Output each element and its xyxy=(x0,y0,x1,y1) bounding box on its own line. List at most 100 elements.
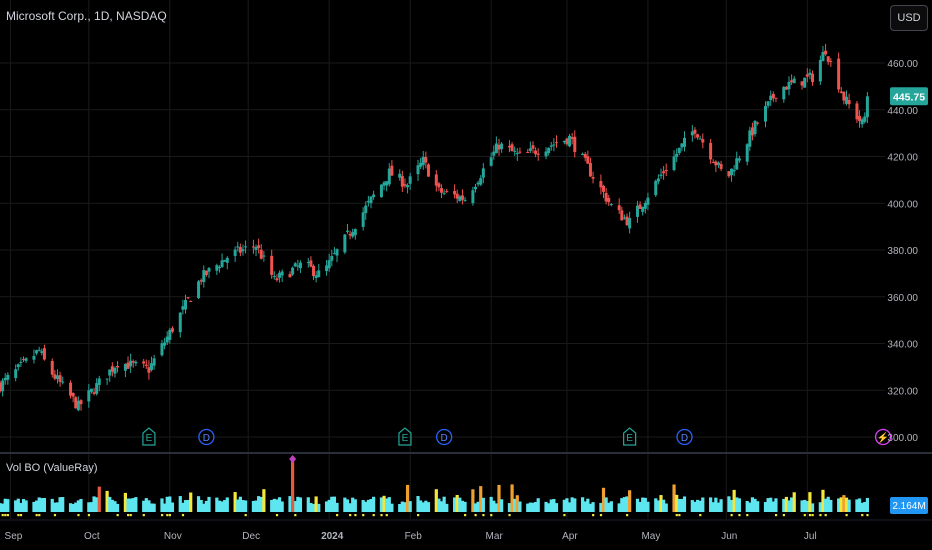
signal-dot xyxy=(362,514,365,517)
candle-body xyxy=(617,205,621,211)
volume-bar xyxy=(763,502,768,512)
candle-body xyxy=(351,232,355,237)
volume-bar xyxy=(113,501,117,512)
volume-bar xyxy=(698,500,702,512)
candle-body xyxy=(113,367,117,374)
volume-bar xyxy=(442,496,446,512)
candle-body xyxy=(792,78,796,84)
candle-body xyxy=(131,361,135,363)
candle-body xyxy=(87,390,91,402)
pane-separator[interactable] xyxy=(0,452,932,521)
dividend-marker-icon[interactable] xyxy=(198,428,215,446)
volume-bar xyxy=(87,502,91,512)
candle-body xyxy=(76,400,80,411)
signal-dot xyxy=(808,514,812,517)
signal-dot xyxy=(275,514,279,517)
volume-bar xyxy=(510,484,514,512)
candle-body xyxy=(500,143,504,150)
candle-body xyxy=(408,176,412,184)
earnings-marker-icon[interactable] xyxy=(398,427,412,446)
candle-body xyxy=(37,349,41,351)
candle-body xyxy=(750,127,754,136)
candle-body xyxy=(588,162,592,177)
signal-dot xyxy=(372,514,375,517)
volume-bar xyxy=(408,501,412,512)
candle-body xyxy=(709,142,713,160)
candle-body xyxy=(602,185,606,192)
split-marker-icon[interactable] xyxy=(874,428,892,446)
signal-dot xyxy=(417,514,420,517)
volume-bar xyxy=(844,497,849,512)
volume-bar xyxy=(71,503,75,512)
signal-dot xyxy=(294,514,297,517)
candle-body xyxy=(74,397,78,409)
breakout-diamond-icon xyxy=(289,455,297,463)
candle-body xyxy=(437,183,441,188)
candle-body xyxy=(507,145,511,148)
price-axis[interactable]: 300.00 320.00 340.00 360.00 380.00 400.00 420.… xyxy=(887,59,918,444)
candle-body xyxy=(236,246,240,248)
symbol-title[interactable]: Microsoft Corp., 1D, NASDAQ xyxy=(6,9,167,23)
candle-body xyxy=(369,196,373,204)
candle-body xyxy=(1,380,5,392)
currency-button[interactable]: USD xyxy=(890,5,928,31)
volume-bar xyxy=(863,501,867,512)
volume-bar xyxy=(309,502,313,512)
dividend-marker-icon[interactable] xyxy=(676,428,693,446)
volume-bar xyxy=(842,495,846,512)
volume-bar xyxy=(672,484,676,512)
candle-body xyxy=(696,134,700,138)
volume-bar xyxy=(437,498,441,512)
volume-bar xyxy=(37,497,41,512)
volume-bar xyxy=(110,499,114,512)
volume-bar xyxy=(134,497,138,512)
signal-dot xyxy=(35,514,38,517)
time-axis[interactable]: Sep Oct Nov Dec 2024 Feb Mar Apr May Jun Jul xyxy=(5,531,817,542)
candle-body xyxy=(607,198,611,203)
candle-body xyxy=(659,174,663,176)
volume-bar xyxy=(262,489,266,512)
candle-body xyxy=(865,96,869,118)
volume-bar xyxy=(677,498,681,512)
volume-bar xyxy=(34,500,39,512)
candle-body xyxy=(270,255,274,275)
event-marker-label: D xyxy=(203,433,210,444)
volume-bar xyxy=(479,486,483,512)
volume-bar xyxy=(573,498,577,512)
candle-body xyxy=(233,249,237,256)
volume-bar xyxy=(680,498,684,512)
volume-bar xyxy=(24,500,28,512)
candle-body xyxy=(628,218,632,229)
candle-body xyxy=(839,91,843,93)
candle-body xyxy=(379,184,383,198)
volume-bar xyxy=(774,498,778,512)
volume-bar xyxy=(716,502,721,512)
candle-body xyxy=(79,400,83,405)
volume-bar xyxy=(620,498,624,512)
dividend-marker-icon[interactable] xyxy=(435,428,453,446)
candle-body xyxy=(306,262,310,264)
candle-body xyxy=(327,260,331,269)
signal-dot xyxy=(563,514,566,517)
candle-body xyxy=(586,156,590,164)
candle-body xyxy=(178,312,182,333)
candle-body xyxy=(272,276,276,278)
volume-indicator-bars xyxy=(0,455,869,512)
signal-dot xyxy=(349,514,352,517)
volume-bar xyxy=(398,503,402,512)
volume-bar xyxy=(254,500,258,512)
volume-bar xyxy=(126,498,130,512)
volume-bar xyxy=(270,500,274,512)
signal-dot xyxy=(678,514,681,517)
candle-body xyxy=(332,253,336,255)
price-tick-label: 340.00 xyxy=(887,340,918,351)
earnings-marker-icon[interactable] xyxy=(623,427,637,446)
candle-body xyxy=(455,193,459,199)
volume-bar xyxy=(183,500,188,512)
candle-body xyxy=(727,171,731,177)
volume-bar xyxy=(385,498,389,512)
indicator-title[interactable]: Vol BO (ValueRay) xyxy=(6,462,98,474)
earnings-marker-icon[interactable] xyxy=(142,427,156,446)
volume-bar xyxy=(61,497,65,512)
